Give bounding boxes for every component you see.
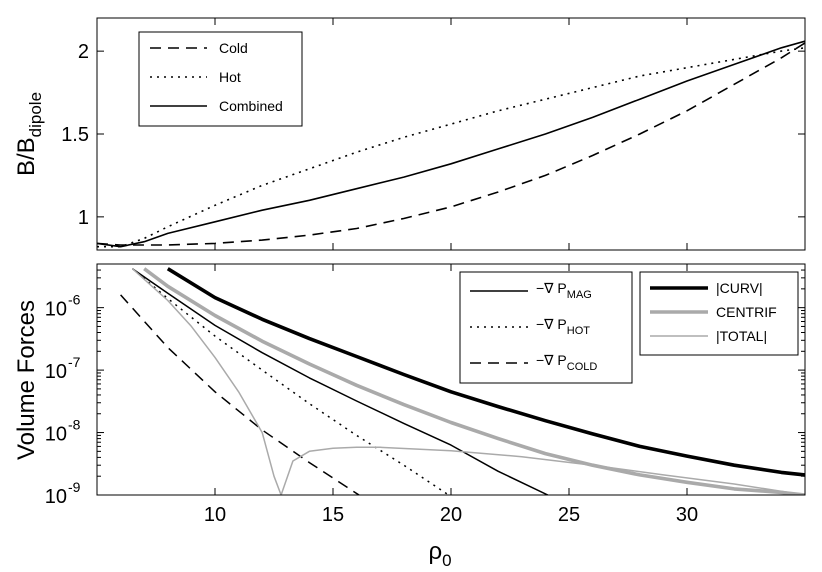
bottom-x-tick-label: 15 (322, 504, 344, 526)
top-legend-label-hot: Hot (219, 69, 241, 85)
top-series-cold-line (97, 42, 805, 246)
bottom-y-tick-label: 10 (45, 486, 67, 508)
bottom-series-curv-line (166, 267, 805, 477)
legend-label-main: −∇ P (536, 316, 567, 332)
top-y-tick-label: 1.5 (61, 124, 89, 146)
legend-label-main: −∇ P (536, 280, 567, 296)
top-y-axis-label-main: B/B (13, 137, 40, 176)
bottom-panel: 10-910-810-710-6 10 15 20 25 30 Volume Force… (13, 263, 806, 570)
bottom-legend-label-curv: |CURV| (716, 280, 763, 296)
bottom-y-tick-exponent: -8 (68, 417, 81, 433)
top-y-tick-label: 2 (78, 41, 89, 63)
bottom-series-grad-p-hot-line (131, 268, 450, 495)
bottom-y-tick-label: 10 (45, 361, 67, 383)
bottom-x-tick-label: 25 (558, 504, 580, 526)
bottom-x-axis-label: ρ0 (428, 538, 451, 570)
bottom-series-grad-p-mag-line (131, 268, 549, 495)
bottom-x-axis-label-main: ρ (428, 538, 442, 565)
top-series-hot-line (97, 47, 805, 248)
bottom-legend-label-grad-p-mag: −∇ PMAG (536, 280, 592, 301)
bottom-y-axis: 10-910-810-710-6 (45, 263, 805, 508)
legend-label-sub: COLD (567, 361, 598, 373)
bottom-legend-curvature: |CURV| CENTRIF |TOTAL| (639, 271, 799, 356)
top-y-axis-label-sub: dipole (26, 92, 45, 137)
bottom-y-tick-exponent: -6 (68, 292, 81, 308)
legend-label-sub: HOT (567, 325, 591, 337)
top-series-group (97, 40, 805, 248)
bottom-x-tick-label: 30 (676, 504, 698, 526)
bottom-x-axis-label-sub: 0 (442, 551, 451, 570)
bottom-series-grad-p-cold-line (120, 294, 360, 495)
legend-label-main: −∇ P (536, 352, 567, 368)
bottom-y-tick-label: 10 (45, 299, 67, 321)
bottom-series-centrif-line (143, 267, 805, 495)
top-series-combined-line (97, 40, 805, 248)
top-y-axis-label: B/Bdipole (13, 92, 45, 176)
bottom-y-tick-exponent: -7 (68, 354, 81, 370)
bottom-legend-label-grad-p-hot: −∇ PHOT (536, 316, 590, 337)
bottom-x-axis: 10 15 20 25 30 (204, 264, 698, 526)
bottom-legend-label-total: |TOTAL| (716, 328, 767, 344)
top-y-tick-label: 1 (78, 207, 89, 229)
bottom-series-total-line (131, 268, 805, 495)
bottom-legend-label-centrif: CENTRIF (716, 304, 777, 320)
bottom-series-group (120, 267, 805, 495)
top-legend-box (138, 31, 303, 127)
bottom-x-tick-label: 10 (204, 504, 226, 526)
bottom-x-tick-label: 20 (440, 504, 462, 526)
bottom-y-axis-label: Volume Forces (13, 300, 40, 460)
top-legend: Cold Hot Combined (138, 31, 303, 127)
legend-label-sub: MAG (567, 289, 592, 301)
bottom-y-tick-exponent: -9 (68, 479, 81, 495)
top-y-axis: 11.52 (61, 18, 805, 250)
bottom-legend-label-grad-p-cold: −∇ PCOLD (536, 352, 597, 373)
bottom-y-tick-label: 10 (45, 424, 67, 446)
top-legend-label-combined: Combined (219, 98, 283, 114)
bottom-legend-pressure: −∇ PMAG−∇ PHOT−∇ PCOLD (459, 271, 633, 384)
top-legend-label-cold: Cold (219, 40, 248, 56)
